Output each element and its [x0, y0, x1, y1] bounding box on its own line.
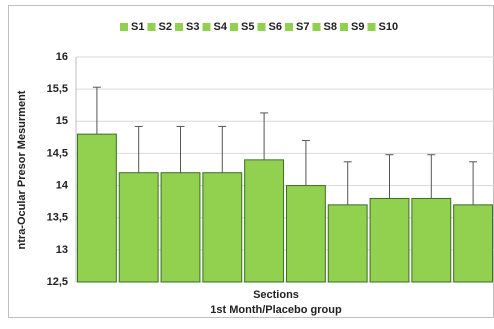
legend-label: S6 [269, 21, 282, 33]
legend-label: S7 [296, 21, 309, 33]
error-bar [260, 112, 269, 160]
legend-swatch [175, 23, 183, 31]
legend-swatch [147, 23, 156, 31]
bar [244, 159, 285, 283]
bar [118, 172, 159, 283]
legend-label: S4 [214, 21, 228, 33]
legend-swatch [230, 23, 238, 31]
legend-label: S10 [379, 21, 399, 33]
legend-swatch [367, 23, 376, 31]
bar [285, 185, 326, 283]
error-bar [301, 140, 310, 186]
error-bar [385, 154, 394, 199]
legend-swatch [257, 23, 266, 31]
y-tick-label: 14 [56, 179, 69, 191]
bar [369, 197, 410, 283]
bar [76, 133, 117, 283]
error-bar [427, 154, 436, 199]
x-axis-label: Sections [253, 289, 299, 301]
y-tick-label: 16 [56, 51, 68, 63]
bar [453, 204, 494, 283]
error-bar [343, 161, 352, 205]
legend-swatch [202, 23, 211, 31]
y-tick-label: 12,5 [47, 276, 68, 288]
legend-label: S5 [241, 21, 254, 33]
legend-swatch [285, 23, 293, 31]
x-axis-sublabel: 1st Month/Placebo group [210, 304, 342, 316]
error-bar [176, 125, 185, 173]
bar [202, 172, 243, 283]
error-bar [218, 125, 227, 173]
error-bar [92, 86, 101, 135]
legend-label: S9 [351, 21, 364, 33]
y-tick-label: 15,5 [47, 83, 68, 95]
bar [327, 204, 368, 283]
legend-label: S8 [324, 21, 337, 33]
legend-label: S3 [186, 21, 199, 33]
legend-swatch [340, 23, 348, 31]
y-tick-label: 15 [56, 115, 68, 127]
legend-label: S2 [159, 21, 172, 33]
legend-swatch [312, 23, 321, 31]
error-bar [469, 161, 478, 205]
legend-swatch [120, 23, 128, 31]
y-axis-label: ntra-Ocular Presor Mesurment [16, 90, 28, 249]
error-bar [134, 125, 143, 173]
y-tick-label: 13 [56, 244, 68, 256]
y-tick-label: 13,5 [47, 212, 68, 224]
bar [160, 172, 201, 283]
bar [411, 197, 452, 283]
legend-label: S1 [131, 21, 144, 33]
y-tick-label: 14,5 [47, 147, 68, 159]
